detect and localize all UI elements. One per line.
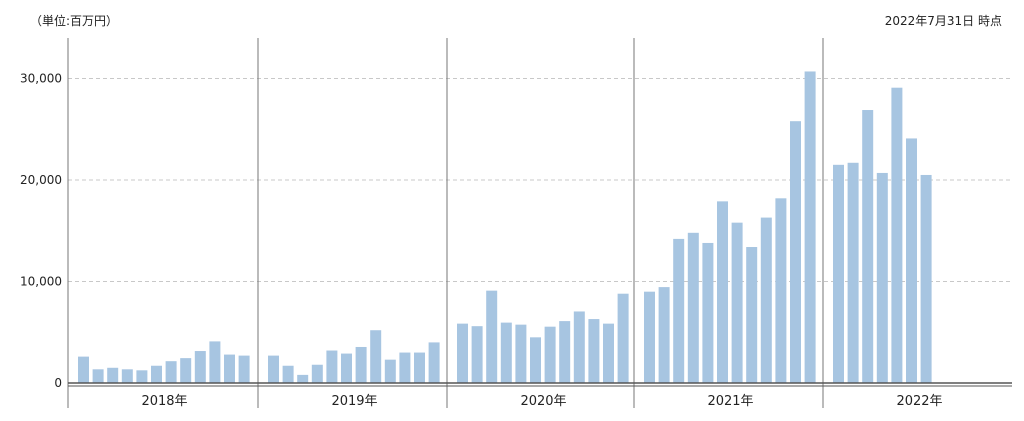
- bar: [500, 322, 512, 383]
- bar: [326, 350, 338, 383]
- bar: [414, 352, 425, 383]
- bar: [165, 361, 177, 383]
- bar: [282, 365, 294, 383]
- bar: [862, 110, 874, 383]
- bar: [559, 321, 571, 383]
- bar: [876, 172, 888, 383]
- bar: [702, 242, 714, 383]
- bar: [573, 311, 585, 383]
- x-category-label: 2020年: [520, 394, 566, 409]
- bar: [847, 162, 859, 383]
- bar: [731, 222, 743, 383]
- bar: [920, 174, 932, 383]
- axes: [67, 38, 1012, 408]
- bar: [588, 319, 600, 383]
- bar: [194, 351, 206, 383]
- y-tick-label: 20,000: [20, 173, 62, 187]
- labels: 0 10,000 20,000 30,000 2018年 2019年 2020年 2021年 2…: [20, 72, 943, 409]
- bars: [78, 71, 932, 384]
- bar: [603, 323, 614, 383]
- bar: [760, 217, 772, 383]
- bar: [790, 121, 801, 383]
- x-category-label: 2018年: [141, 394, 187, 409]
- bar: [311, 364, 323, 383]
- bar: [78, 356, 89, 383]
- bar: [617, 293, 629, 383]
- bar: [136, 370, 148, 383]
- bar: [121, 369, 133, 383]
- unit-label: （単位:百万円）: [30, 14, 119, 28]
- bar: [355, 346, 367, 383]
- bar: [238, 355, 250, 383]
- bar: [717, 201, 728, 383]
- bar: [906, 138, 917, 383]
- bar: [833, 164, 844, 383]
- bar: [180, 358, 192, 383]
- bar: [486, 290, 498, 383]
- y-tick-label: 30,000: [20, 72, 62, 86]
- bar: [151, 365, 162, 383]
- bar: [673, 238, 685, 383]
- as-of-date-label: 2022年7月31日 時点: [884, 14, 1002, 28]
- x-category-label: 2021年: [707, 394, 753, 409]
- bar: [658, 287, 670, 383]
- bar: [687, 232, 699, 383]
- bar: [107, 367, 119, 383]
- bar: [297, 374, 309, 383]
- bar: [644, 291, 655, 383]
- bar: [775, 198, 787, 383]
- y-tick-label: 10,000: [20, 275, 62, 289]
- x-category-label: 2019年: [331, 394, 377, 409]
- bar: [471, 326, 483, 383]
- bar: [515, 324, 527, 383]
- x-category-label: 2022年: [896, 394, 942, 409]
- bar: [891, 87, 903, 384]
- bar: [804, 71, 816, 383]
- bar: [457, 323, 468, 383]
- bar: [399, 352, 411, 383]
- bar: [224, 354, 235, 383]
- bar: [384, 359, 396, 383]
- bar: [746, 247, 758, 383]
- bar: [428, 342, 440, 383]
- bar: [370, 330, 382, 383]
- bar: [544, 326, 556, 383]
- bar: [92, 369, 104, 383]
- bar: [209, 341, 221, 383]
- bar: [268, 355, 279, 383]
- bar: [341, 353, 352, 383]
- y-tick-label: 0: [54, 376, 62, 390]
- bar: [530, 337, 541, 383]
